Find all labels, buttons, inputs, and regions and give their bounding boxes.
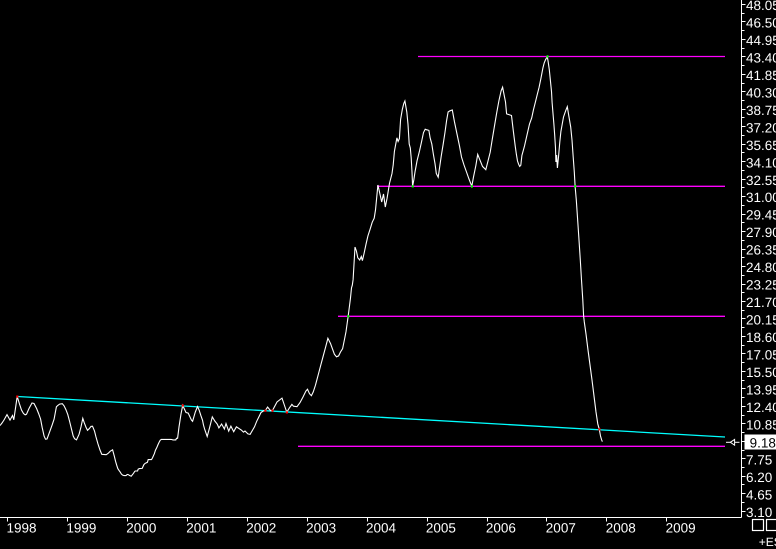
svg-text:9.18: 9.18	[750, 436, 776, 451]
svg-text:23.25: 23.25	[746, 278, 776, 293]
svg-text:17.05: 17.05	[746, 348, 776, 363]
svg-text:35.65: 35.65	[746, 138, 776, 153]
svg-text:2004: 2004	[366, 521, 397, 536]
svg-text:2000: 2000	[126, 521, 156, 536]
svg-text:2009: 2009	[666, 521, 696, 536]
svg-text:+ES: +ES	[759, 535, 776, 549]
svg-text:2007: 2007	[546, 521, 576, 536]
svg-text:2005: 2005	[426, 521, 456, 536]
svg-text:1999: 1999	[66, 521, 96, 536]
svg-text:41.85: 41.85	[746, 68, 776, 83]
svg-text:2002: 2002	[246, 521, 276, 536]
svg-text:2001: 2001	[186, 521, 216, 536]
svg-text:43.40: 43.40	[746, 50, 776, 65]
svg-text:3.10: 3.10	[746, 505, 772, 520]
svg-text:48.05: 48.05	[746, 0, 776, 13]
svg-text:2006: 2006	[486, 521, 516, 536]
svg-text:44.95: 44.95	[746, 33, 776, 48]
svg-text:15.50: 15.50	[746, 365, 776, 380]
svg-text:18.60: 18.60	[746, 330, 776, 345]
svg-text:12.40: 12.40	[746, 400, 776, 415]
svg-text:20.15: 20.15	[746, 313, 776, 328]
svg-text:37.20: 37.20	[746, 120, 776, 135]
svg-text:13.95: 13.95	[746, 383, 776, 398]
svg-text:27.90: 27.90	[746, 225, 776, 240]
svg-text:34.10: 34.10	[746, 155, 776, 170]
svg-text:6.20: 6.20	[746, 470, 772, 485]
svg-text:31.00: 31.00	[746, 190, 776, 205]
svg-text:10.85: 10.85	[746, 417, 776, 432]
svg-text:7.75: 7.75	[746, 452, 772, 467]
svg-text:26.35: 26.35	[746, 243, 776, 258]
svg-text:40.30: 40.30	[746, 85, 776, 100]
svg-text:2008: 2008	[606, 521, 636, 536]
svg-text:24.80: 24.80	[746, 260, 776, 275]
svg-text:38.75: 38.75	[746, 103, 776, 118]
svg-text:29.45: 29.45	[746, 208, 776, 223]
svg-text:1998: 1998	[7, 521, 37, 536]
svg-text:4.65: 4.65	[746, 487, 772, 502]
svg-text:21.70: 21.70	[746, 295, 776, 310]
svg-text:46.50: 46.50	[746, 16, 776, 31]
svg-text:2003: 2003	[306, 521, 336, 536]
svg-text:32.55: 32.55	[746, 173, 776, 188]
